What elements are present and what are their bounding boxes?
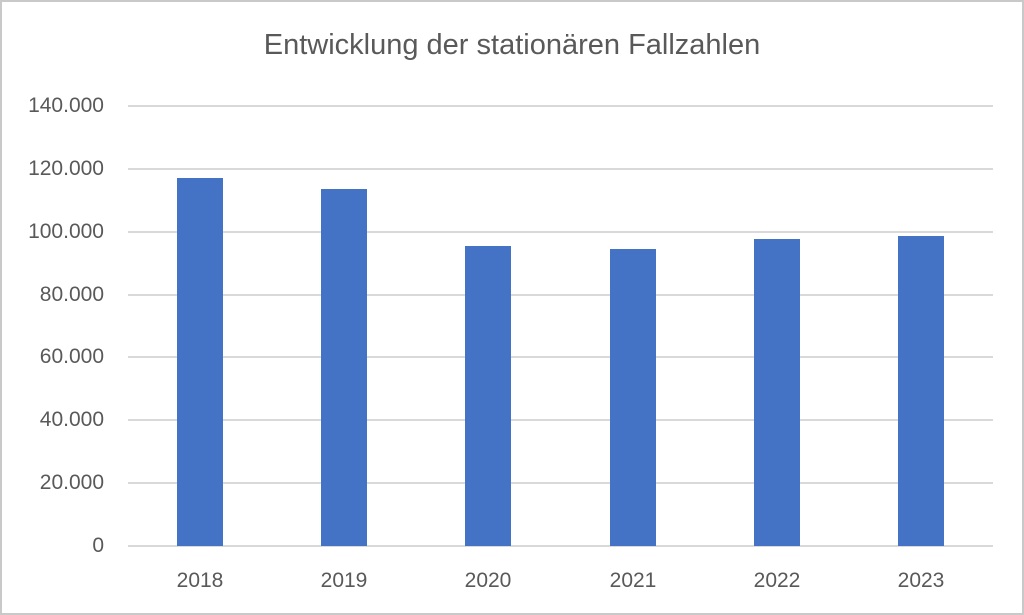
y-axis-tick-label: 120.000 (28, 157, 104, 180)
bar-2019 (321, 189, 367, 546)
x-axis-label-2022: 2022 (753, 569, 801, 592)
y-axis-tick-label: 100.000 (28, 220, 104, 243)
bar-2021 (610, 249, 656, 546)
plot-area (128, 105, 993, 547)
x-axis-line (128, 545, 993, 547)
x-axis-label-2023: 2023 (897, 569, 945, 592)
bar-2023 (898, 236, 944, 546)
bar-2020 (465, 246, 511, 546)
y-axis-tick-label: 140.000 (28, 94, 104, 117)
y-axis-tick-label: 20.000 (39, 471, 104, 494)
x-axis: 2018 2019 2020 2021 2022 2023 (128, 567, 993, 595)
y-axis-tick-label: 40.000 (39, 408, 104, 431)
y-axis-tick-label: 60.000 (39, 345, 104, 368)
gridline (128, 294, 993, 296)
gridline (128, 482, 993, 484)
y-axis-tick-label: 80.000 (39, 283, 104, 306)
bar-2022 (754, 239, 800, 546)
x-axis-label-2021: 2021 (609, 569, 657, 592)
gridline (128, 105, 993, 107)
gridline (128, 419, 993, 421)
gridline (128, 356, 993, 358)
x-axis-label-2020: 2020 (464, 569, 512, 592)
chart-title: Entwicklung der stationären Fallzahlen (263, 29, 761, 61)
x-axis-label-2018: 2018 (176, 569, 224, 592)
bar-2018 (177, 178, 223, 546)
gridline (128, 168, 993, 170)
y-axis: 0 20.000 40.000 60.000 80.000 100.000 120.000 1… (2, 94, 104, 557)
gridline (128, 231, 993, 233)
y-axis-tick-label: 0 (92, 534, 104, 557)
x-axis-label-2019: 2019 (320, 569, 368, 592)
